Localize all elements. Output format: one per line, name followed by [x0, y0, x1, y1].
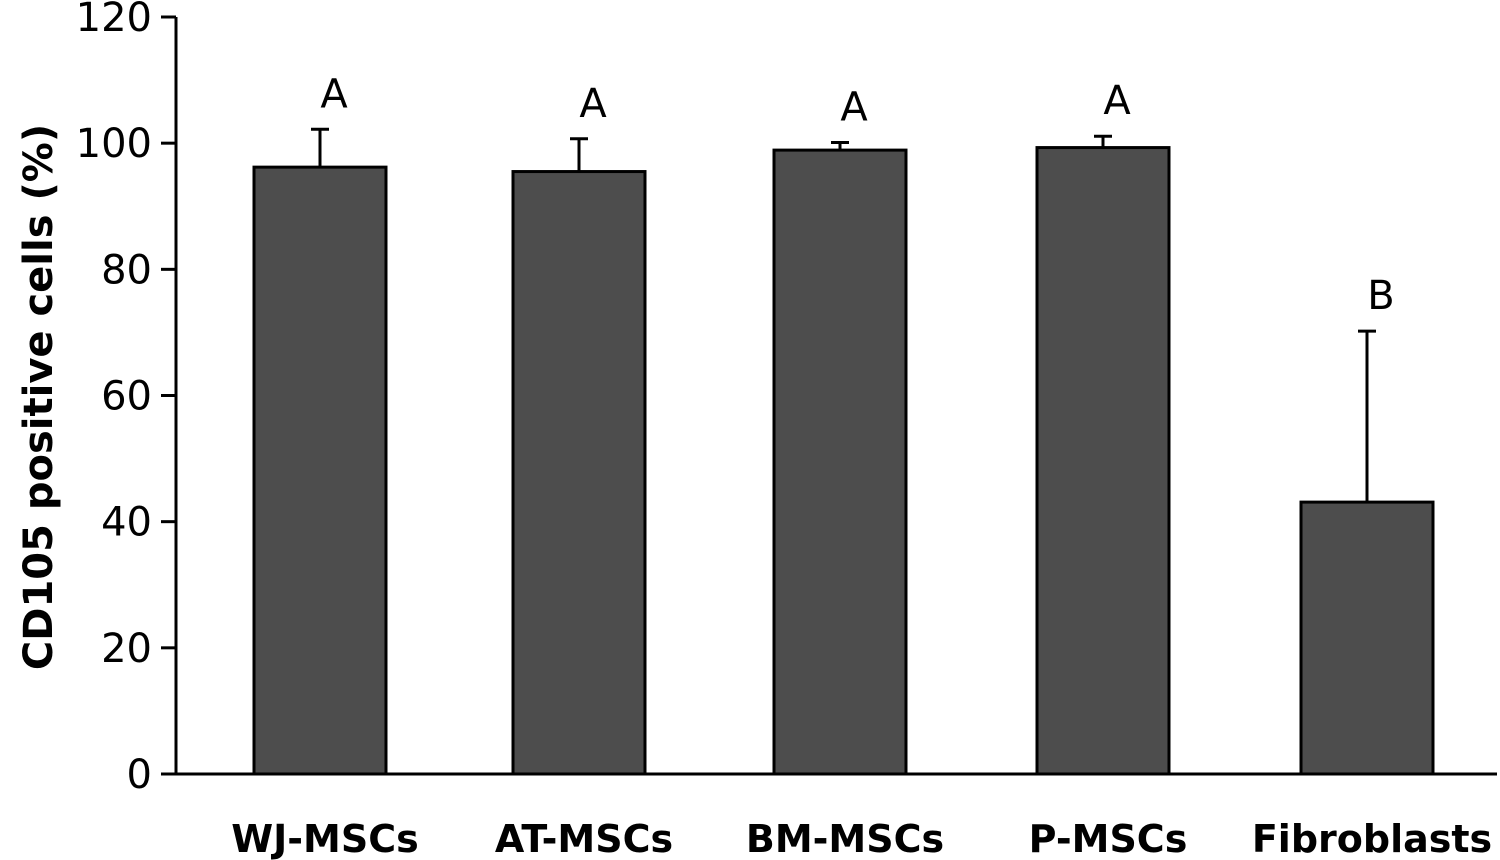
significance-label-WJ-MSCs: A	[320, 71, 348, 117]
bar-WJ-MSCs	[252, 165, 388, 776]
x-category-label-Fibroblasts: Fibroblasts	[1252, 817, 1492, 860]
y-tick-label-40: 40	[101, 500, 152, 546]
x-category-label-P-MSCs: P-MSCs	[1029, 817, 1188, 860]
x-category-label-BM-MSCs: BM-MSCs	[746, 817, 944, 860]
y-axis-label: CD105 positive cells (%)	[16, 124, 62, 670]
bar-Fibroblasts	[1299, 500, 1435, 776]
y-tick-label-100: 100	[76, 121, 152, 167]
significance-label-AT-MSCs: A	[579, 81, 607, 127]
significance-label-Fibroblasts: B	[1367, 273, 1394, 319]
plot-area: 0 20 40 60 80 100 120 A WJ-MSCs A AT-MSCs A BM-MSCs A…	[76, 0, 1497, 860]
bar-BM-MSCs	[772, 148, 908, 776]
y-tick-label-0: 0	[127, 752, 152, 798]
bar-P-MSCs	[1035, 146, 1171, 776]
y-tick-label-20: 20	[101, 626, 152, 672]
bar-AT-MSCs	[511, 170, 647, 776]
significance-label-BM-MSCs: A	[840, 85, 868, 131]
x-category-label-AT-MSCs: AT-MSCs	[495, 817, 673, 860]
y-tick-label-60: 60	[101, 374, 152, 420]
y-tick-label-120: 120	[76, 0, 152, 41]
y-tick-label-80: 80	[101, 247, 152, 293]
x-category-label-WJ-MSCs: WJ-MSCs	[231, 817, 419, 860]
significance-label-P-MSCs: A	[1103, 78, 1131, 124]
